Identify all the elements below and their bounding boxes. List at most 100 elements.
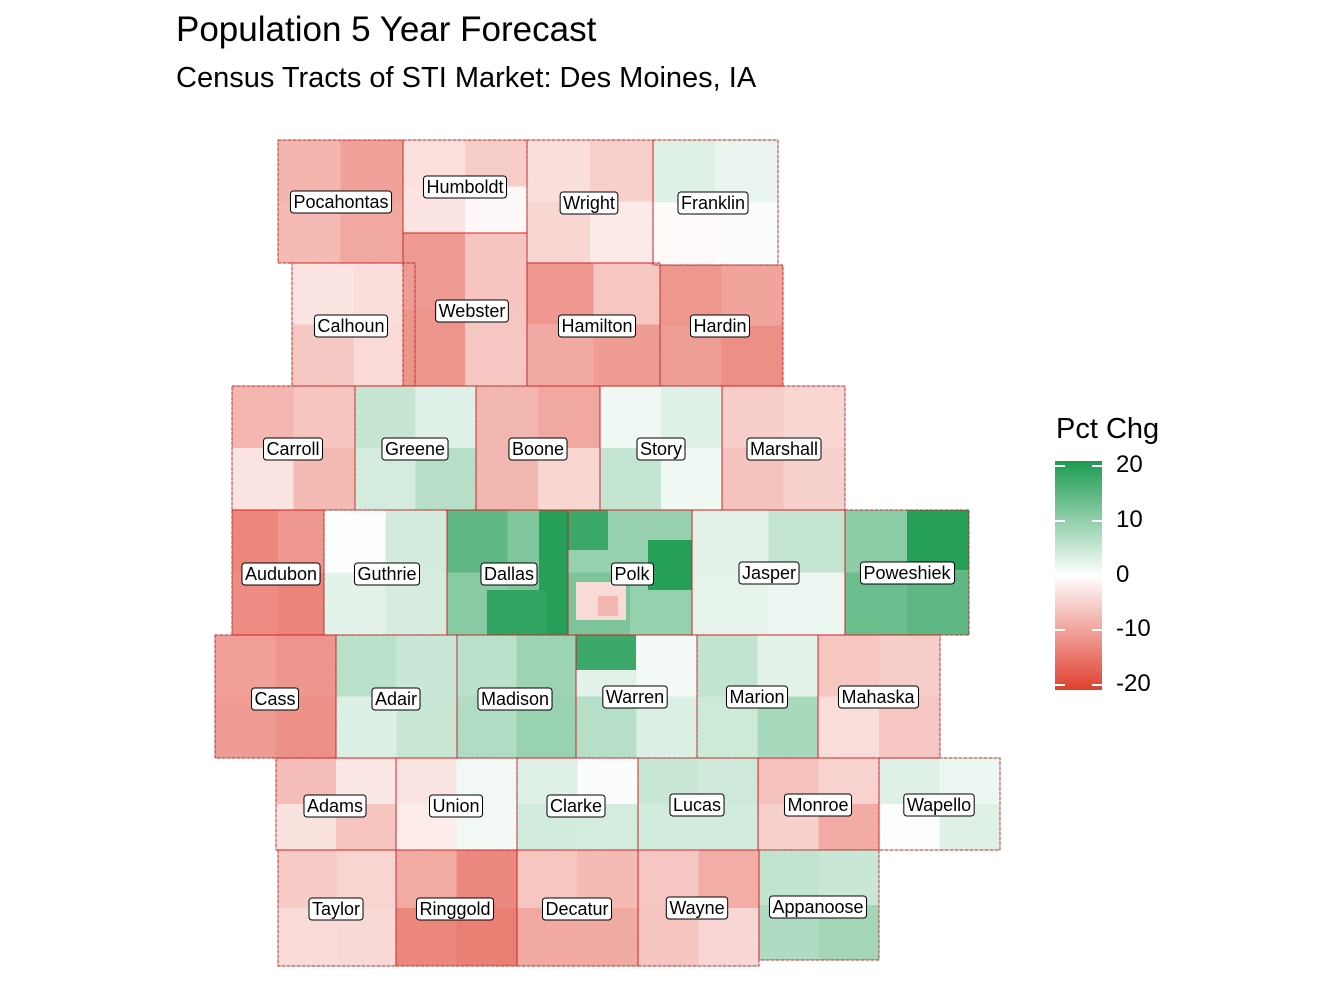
county-label-box (508, 437, 568, 461)
county-label-box (353, 562, 421, 586)
county-label: Ringgold (419, 899, 490, 919)
county-label-box (308, 897, 364, 921)
county-label: Greene (385, 439, 445, 459)
legend-tick-mark (1055, 629, 1065, 632)
county-label-box (428, 794, 484, 818)
county-label: Carroll (266, 439, 319, 459)
county-label-box (677, 191, 749, 215)
county-label-box (738, 561, 800, 585)
county-label-box (669, 793, 725, 817)
tract-metro (598, 596, 618, 616)
county-label: Poweshiek (863, 563, 951, 583)
legend-tick-mark (1055, 683, 1065, 686)
tract-madison (457, 635, 517, 697)
county-border-wapello (878, 757, 1001, 851)
county-label-box (480, 562, 538, 586)
county-label-box (768, 895, 868, 919)
tract-adair (396, 635, 457, 697)
county-label-box (422, 175, 508, 199)
county-label-box (725, 685, 789, 709)
county-label-box (636, 437, 686, 461)
legend-tick-label: 10 (1116, 505, 1143, 533)
county-label-box (371, 687, 421, 711)
county-label-box (610, 562, 655, 586)
legend-tick-mark (1092, 519, 1102, 522)
county-label: Warren (606, 687, 664, 707)
county-label: Mahaska (841, 687, 915, 707)
tract-metro (648, 540, 692, 590)
county-label: Decatur (545, 899, 608, 919)
county-border-marion (696, 634, 819, 759)
tract-audubon (278, 510, 324, 573)
county-label-box (783, 793, 853, 817)
county-label: Hamilton (561, 316, 632, 336)
county-border-marshall (721, 385, 846, 511)
county-label-box (689, 314, 751, 338)
county-label-box (313, 314, 389, 338)
tract-metro (576, 635, 636, 670)
county-border-appanoose (758, 849, 880, 961)
tract-guthrie (324, 510, 386, 573)
tract-madison (516, 635, 576, 697)
county-label: Madison (481, 689, 549, 709)
legend-tick-mark (1055, 519, 1065, 522)
county-label: Taylor (312, 899, 360, 919)
county-label: Union (432, 796, 479, 816)
county-label-box (837, 685, 920, 709)
county-label-box (477, 687, 553, 711)
county-label-box (559, 191, 619, 215)
tract-dallas (447, 510, 508, 573)
legend-tick-mark (1092, 683, 1102, 686)
county-label-box (557, 314, 637, 338)
tract-webster (403, 233, 465, 310)
county-label-box (381, 437, 449, 461)
county-label: Cass (254, 689, 295, 709)
tract-wright (590, 140, 653, 202)
county-label-box (241, 562, 321, 586)
county-label-box (546, 794, 606, 818)
county-label: Humboldt (426, 177, 503, 197)
county-label: Calhoun (317, 316, 384, 336)
legend-title: Pct Chg (1056, 413, 1160, 445)
tract-webster (465, 233, 527, 310)
county-label: Jasper (742, 563, 796, 583)
legend-tick-label: -20 (1116, 669, 1151, 697)
county-label-box (250, 687, 300, 711)
legend-tick-mark (1092, 574, 1102, 577)
county-label-box (415, 897, 495, 921)
map-title: Population 5 Year Forecast (176, 10, 597, 49)
county-label: Webster (439, 301, 506, 321)
county-label: Boone (512, 439, 564, 459)
county-border-wayne (637, 849, 760, 967)
county-label: Franklin (681, 193, 745, 213)
tract-hamilton (527, 263, 594, 325)
county-label: Story (640, 439, 682, 459)
legend-tick-mark (1092, 629, 1102, 632)
county-label-box (602, 685, 668, 709)
legend-tick-mark (1092, 465, 1102, 468)
county-border-poweshiek (844, 509, 970, 636)
county-label: Audubon (245, 564, 317, 584)
tract-cass (275, 635, 336, 697)
county-label: Guthrie (357, 564, 416, 584)
county-label-box (541, 897, 613, 921)
tract-metro (487, 590, 547, 635)
county-label-box (859, 561, 956, 585)
tract-metro (907, 510, 969, 570)
tract-metro (568, 510, 608, 550)
county-label-box (262, 437, 324, 461)
tract-calhoun (292, 263, 354, 325)
map-subtitle: Census Tracts of STI Market: Des Moines,… (176, 62, 757, 94)
county-label: Appanoose (772, 897, 863, 917)
county-label: Wright (563, 193, 615, 213)
county-label-box (903, 793, 975, 817)
legend-tick-mark (1055, 574, 1065, 577)
county-labels: Pocahontas Humboldt Wright Franklin Calhoun W… (241, 175, 975, 921)
county-label: Dallas (484, 564, 534, 584)
county-fills (215, 140, 1000, 966)
county-label: Lucas (673, 795, 721, 815)
county-label: Wapello (907, 795, 971, 815)
county-label-box (289, 190, 393, 214)
county-border-ringgold (395, 849, 518, 967)
